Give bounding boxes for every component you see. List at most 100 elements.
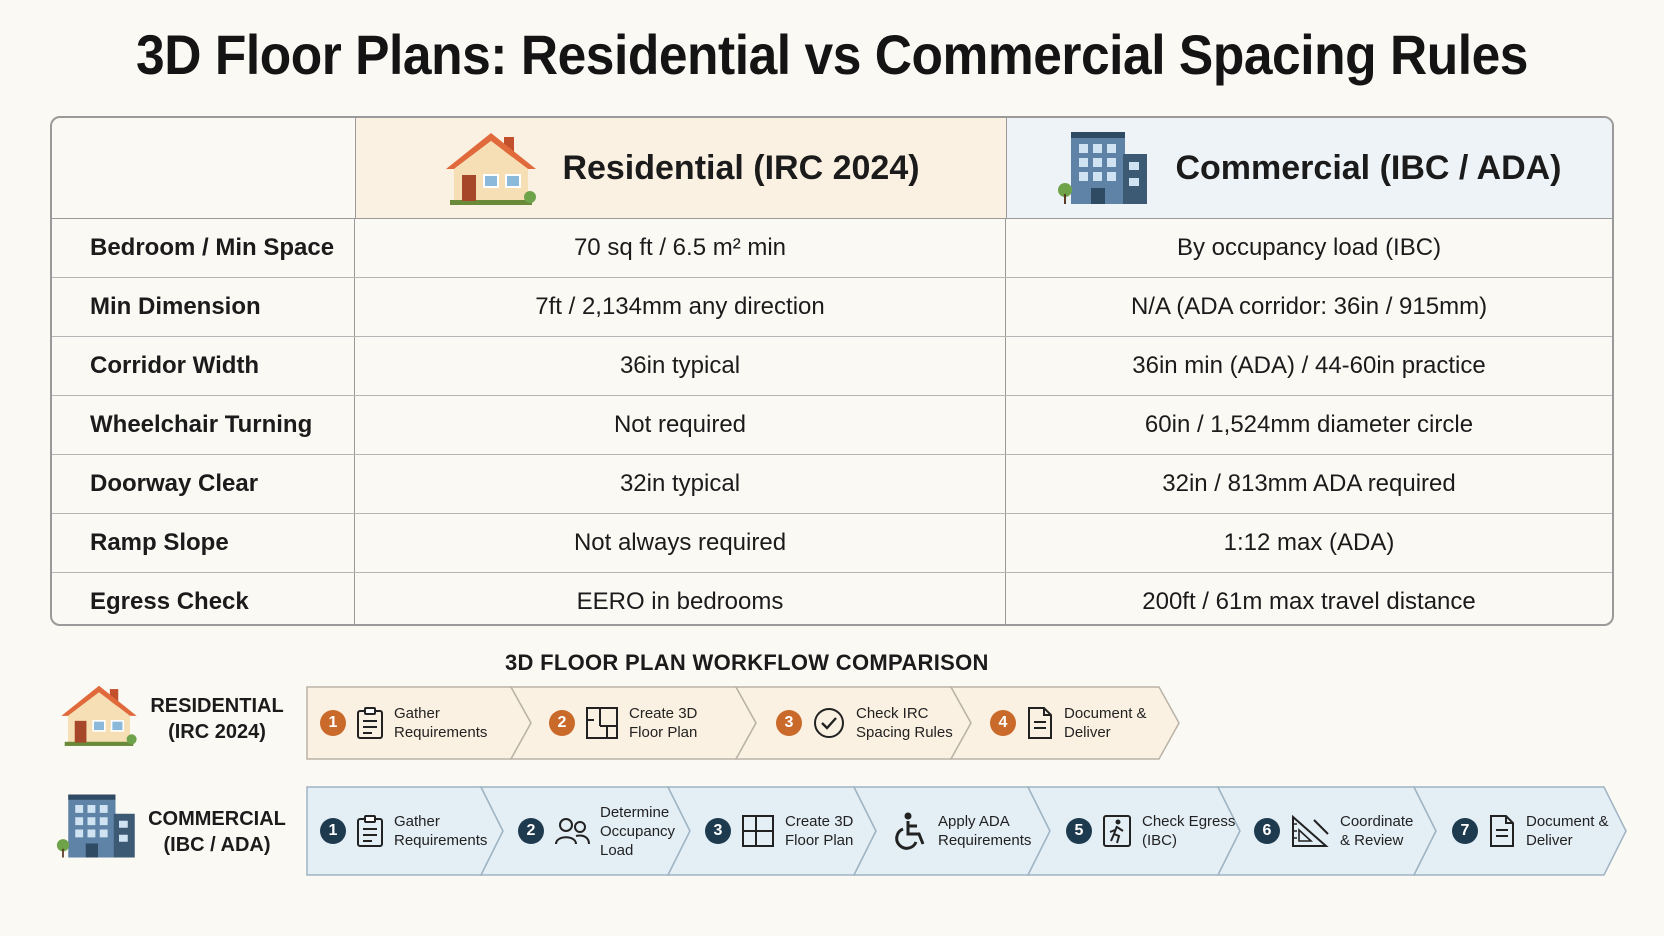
workflow-title: 3D FLOOR PLAN WORKFLOW COMPARISON (505, 650, 989, 675)
step-number: 1 (320, 818, 346, 844)
step-text-line2: Occupancy (600, 822, 676, 840)
step-text-line1: Document & (1064, 705, 1147, 722)
step-text: Check Egress (IBC) (1142, 812, 1235, 850)
step-text-line1: Coordinate (1340, 813, 1414, 830)
house-icon (446, 133, 537, 205)
step-number: 1 (320, 710, 346, 736)
step-text: Document & Deliver (1526, 812, 1609, 850)
header-blank-cell (52, 118, 356, 218)
step-number: 3 (705, 818, 731, 844)
document-icon (1490, 815, 1514, 847)
step-number: 3 (776, 710, 802, 736)
commercial-value: 200ft / 61m max travel distance (1142, 588, 1476, 615)
step-text-line1: Gather (394, 813, 440, 830)
header-residential: Residential (IRC 2024) (356, 118, 1007, 218)
office-building-icon (1058, 132, 1148, 204)
commercial-value: 36in min (ADA) / 44-60in practice (1132, 352, 1486, 379)
row-label: Bedroom / Min Space (52, 219, 355, 277)
row-label: Ramp Slope (52, 514, 355, 572)
residential-step-1: 1 Gather Requirements (320, 686, 487, 760)
floor-plan-icon (742, 815, 774, 847)
people-icon (555, 818, 590, 845)
commercial-step-7: 7 Document & Deliver (1452, 786, 1609, 876)
residential-value: 7ft / 2,134mm any direction (355, 278, 1006, 336)
commercial-lane-label-line1: COMMERCIAL (148, 808, 286, 830)
residential-step-2: 2 Create 3D Floor Plan (549, 686, 697, 760)
commercial-lane-label: COMMERCIAL (IBC / ADA) (145, 806, 289, 858)
step-text-line1: Gather (394, 705, 440, 722)
step-number: 2 (518, 818, 544, 844)
set-square-icon (1292, 814, 1329, 847)
table-row: Wheelchair Turning Not required 60in / 1… (52, 396, 1612, 455)
step-text: Create 3D Floor Plan (785, 812, 853, 850)
residential-step-3: 3 Check IRC Spacing Rules (776, 686, 953, 760)
residential-value: EERO in bedrooms (355, 573, 1006, 624)
commercial-step-4: Apply ADA Requirements (894, 786, 1031, 876)
step-text-line2: & Review (1340, 832, 1404, 849)
commercial-lane-label-line2: (IBC / ADA) (163, 834, 271, 856)
step-text-line2: (IBC) (1142, 832, 1177, 849)
step-number: 6 (1254, 818, 1280, 844)
step-number: 2 (549, 710, 575, 736)
checkmark-circle-icon (814, 708, 844, 738)
commercial-step-5: 5 Check Egress (IBC) (1066, 786, 1235, 876)
step-text-line2: Requirements (394, 724, 488, 741)
row-label: Doorway Clear (52, 455, 355, 513)
step-text-line1: Apply ADA (938, 813, 1010, 830)
residential-value: Not always required (355, 514, 1006, 572)
residential-step-4: 4 Document & Deliver (990, 686, 1147, 760)
document-icon (1028, 707, 1052, 739)
step-text-line1: Document & (1526, 813, 1609, 830)
step-text-line2: Requirements (394, 832, 488, 849)
step-text: Determine Occupancy Load (600, 803, 675, 860)
step-text: Coordinate & Review (1340, 812, 1413, 850)
step-text-line1: Create 3D (629, 705, 698, 722)
page-title: 3D Floor Plans: Residential vs Commercia… (136, 23, 1528, 86)
residential-lane-label: RESIDENTIAL (IRC 2024) (145, 693, 289, 745)
table-row: Min Dimension 7ft / 2,134mm any directio… (52, 278, 1612, 337)
residential-value: 32in typical (355, 455, 1006, 513)
step-number: 5 (1066, 818, 1092, 844)
step-text: Check IRC Spacing Rules (856, 704, 953, 742)
commercial-value: N/A (ADA corridor: 36in / 915mm) (1130, 293, 1488, 320)
commercial-workflow-lane: 1 Gather Requirements 2 Determine Occupa… (306, 786, 1630, 876)
header-commercial-label: Commercial (IBC / ADA) (1175, 148, 1562, 187)
table-row: Corridor Width 36in typical 36in min (AD… (52, 337, 1612, 396)
step-text-line2: Deliver (1064, 724, 1111, 741)
commercial-step-1: 1 Gather Requirements (320, 786, 487, 876)
clipboard-icon (357, 707, 383, 739)
commercial-value: 1:12 max (ADA) (1223, 529, 1395, 556)
row-label: Wheelchair Turning (52, 396, 355, 454)
row-label: Corridor Width (52, 337, 355, 395)
step-text-line2: Spacing Rules (856, 724, 953, 741)
commercial-step-2: 2 Determine Occupancy Load (518, 786, 675, 876)
step-text-line2: Floor Plan (785, 832, 854, 849)
step-text-line1: Determine (600, 803, 670, 821)
step-text: Gather Requirements (394, 812, 487, 850)
residential-lane-label-line2: (IRC 2024) (168, 721, 266, 743)
step-text-line1: Create 3D (785, 813, 854, 830)
exit-sign-icon (1103, 815, 1131, 847)
commercial-chevrons (306, 786, 1627, 876)
step-text-line2: Deliver (1526, 832, 1573, 849)
clipboard-icon (357, 815, 383, 847)
office-building-icon (56, 794, 135, 858)
residential-value: Not required (355, 396, 1006, 454)
step-number: 4 (990, 710, 1016, 736)
step-text-line1: Check Egress (1142, 813, 1236, 830)
step-text-line1: Check IRC (856, 705, 929, 722)
step-text: Create 3D Floor Plan (629, 704, 697, 742)
row-label: Egress Check (52, 573, 355, 624)
residential-value: 36in typical (355, 337, 1006, 395)
commercial-step-6: 6 Coordinate & Review (1254, 786, 1413, 876)
step-text: Apply ADA Requirements (938, 812, 1031, 850)
table-header: Residential (IRC 2024) Commercial (IBC /… (52, 118, 1612, 219)
comparison-table: Residential (IRC 2024) Commercial (IBC /… (50, 116, 1614, 626)
step-text-line2: Requirements (938, 832, 1032, 849)
header-commercial: Commercial (IBC / ADA) (1007, 118, 1612, 218)
commercial-value: 32in / 813mm ADA required (1162, 470, 1456, 497)
table-row: Bedroom / Min Space 70 sq ft / 6.5 m² mi… (52, 219, 1612, 278)
row-label: Min Dimension (52, 278, 355, 336)
residential-chevrons (306, 686, 1180, 760)
header-residential-label: Residential (IRC 2024) (562, 148, 920, 187)
